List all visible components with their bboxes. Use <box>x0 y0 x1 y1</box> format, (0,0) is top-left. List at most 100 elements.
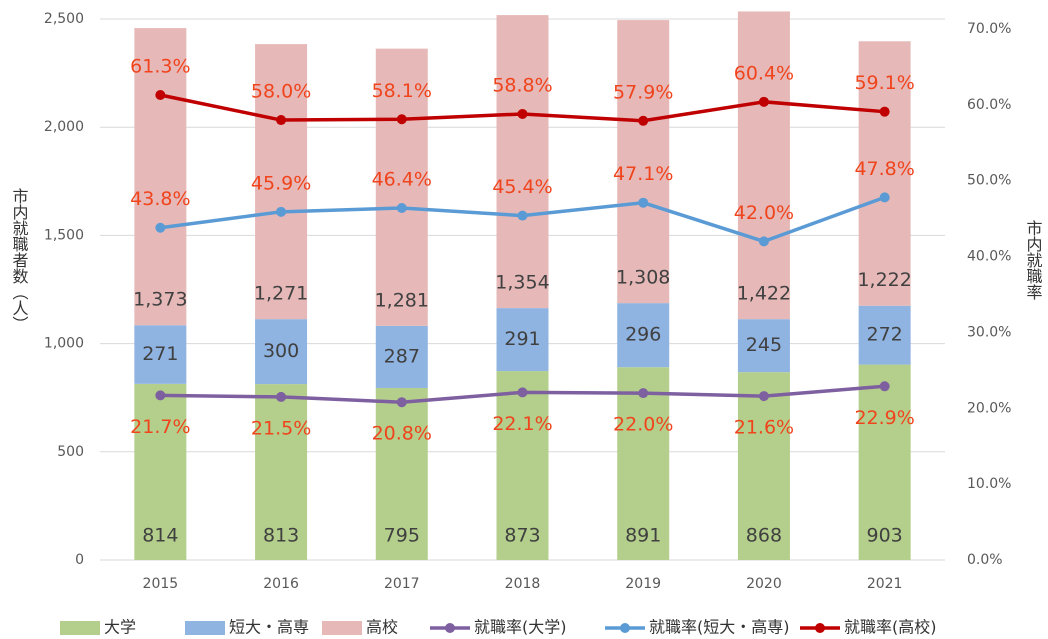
bar-value-label: 245 <box>746 334 782 356</box>
bar <box>858 364 911 560</box>
line-value-label: 61.3% <box>130 55 190 77</box>
line-value-label: 21.6% <box>734 417 794 439</box>
bar-value-label: 795 <box>384 525 420 547</box>
bar-value-label: 1,271 <box>254 283 308 305</box>
line-point <box>879 106 890 117</box>
bar-value-label: 272 <box>867 324 903 346</box>
y2-axis-title: 市内就職率 <box>1024 220 1043 300</box>
bar-value-label: 291 <box>504 328 540 350</box>
line-value-label: 45.4% <box>492 176 552 198</box>
bar-value-label: 1,422 <box>737 283 791 305</box>
line-value-label: 21.5% <box>251 417 311 439</box>
bar <box>255 44 308 320</box>
line-point <box>396 203 407 214</box>
legend-swatch <box>620 623 630 633</box>
line-point <box>517 108 528 119</box>
line-point <box>155 89 166 100</box>
bar <box>496 308 549 372</box>
legend-label: 高校 <box>366 618 398 637</box>
y-tick-label: 2,500 <box>44 11 84 27</box>
line-point <box>879 381 890 392</box>
bar <box>375 48 428 326</box>
line-point <box>276 206 287 217</box>
line-value-label: 58.8% <box>492 74 552 96</box>
y2-tick-label: 40.0% <box>967 249 1011 265</box>
legend-label: 就職率(高校) <box>844 618 937 637</box>
line-point <box>276 391 287 402</box>
bar-value-label: 1,281 <box>375 289 429 311</box>
bar-value-label: 814 <box>142 525 178 547</box>
bar-value-label: 903 <box>867 525 903 547</box>
legend-swatch <box>445 623 455 633</box>
bar <box>134 325 187 384</box>
bar-value-label: 300 <box>263 340 299 362</box>
legend-swatch <box>815 623 825 633</box>
line-value-label: 21.7% <box>130 416 190 438</box>
line-point <box>638 115 649 126</box>
x-tick-label: 2015 <box>143 576 179 592</box>
legend-label: 就職率(短大・高専) <box>649 618 790 637</box>
line-point <box>758 96 769 107</box>
bar <box>737 372 790 560</box>
line-point <box>638 388 649 399</box>
y2-tick-label: 70.0% <box>967 21 1011 37</box>
bar-value-label: 813 <box>263 525 299 547</box>
bar <box>617 367 670 560</box>
line-point <box>396 114 407 125</box>
y2-tick-label: 50.0% <box>967 173 1011 189</box>
y2-tick-label: 0.0% <box>967 552 1003 568</box>
line-value-label: 47.8% <box>854 158 914 180</box>
bar-value-label: 1,373 <box>133 289 187 311</box>
line-value-label: 58.0% <box>251 81 311 103</box>
line-point <box>517 387 528 398</box>
y-axis-title: 市内就職者数（人） <box>10 188 29 332</box>
x-tick-label: 2020 <box>746 576 782 592</box>
line-value-label: 22.1% <box>492 413 552 435</box>
line-value-label: 58.1% <box>372 80 432 102</box>
line-value-label: 47.1% <box>613 163 673 185</box>
bar <box>858 41 911 306</box>
y-tick-label: 1,000 <box>44 336 84 352</box>
bar <box>737 319 790 373</box>
bar-value-label: 271 <box>142 343 178 365</box>
line-point <box>276 115 287 126</box>
y-tick-label: 2,000 <box>44 119 84 135</box>
legend-swatch <box>322 621 362 635</box>
x-tick-label: 2016 <box>263 576 299 592</box>
bar <box>617 20 670 304</box>
line-point <box>758 236 769 247</box>
legend-label: 短大・高専 <box>229 618 309 637</box>
y-tick-label: 1,500 <box>44 227 84 243</box>
y-tick-label: 500 <box>57 444 84 460</box>
bar <box>134 28 187 326</box>
y2-tick-label: 20.0% <box>967 400 1011 416</box>
bar <box>134 383 187 560</box>
bar <box>496 371 549 560</box>
line-point <box>155 390 166 401</box>
legend-label: 就職率(大学) <box>474 618 567 637</box>
bar <box>617 303 670 368</box>
line-value-label: 22.0% <box>613 414 673 436</box>
line-point <box>758 391 769 402</box>
y2-tick-label: 30.0% <box>967 324 1011 340</box>
line-value-label: 43.8% <box>130 188 190 210</box>
bar <box>737 11 790 320</box>
bar-value-label: 1,354 <box>495 272 549 294</box>
bar-value-label: 1,308 <box>616 267 670 289</box>
line-point <box>155 222 166 233</box>
x-tick-label: 2021 <box>867 576 903 592</box>
bar <box>375 325 428 388</box>
bar-value-label: 891 <box>625 525 661 547</box>
line-value-label: 59.1% <box>854 72 914 94</box>
legend-swatch <box>60 621 100 635</box>
bar-value-label: 1,222 <box>857 269 911 291</box>
bar <box>375 387 428 560</box>
line-point <box>879 192 890 203</box>
x-tick-label: 2017 <box>384 576 420 592</box>
line-value-label: 45.9% <box>251 172 311 194</box>
line-point <box>517 210 528 221</box>
bar-value-label: 868 <box>746 525 782 547</box>
line-point <box>638 197 649 208</box>
line-value-label: 57.9% <box>613 81 673 103</box>
